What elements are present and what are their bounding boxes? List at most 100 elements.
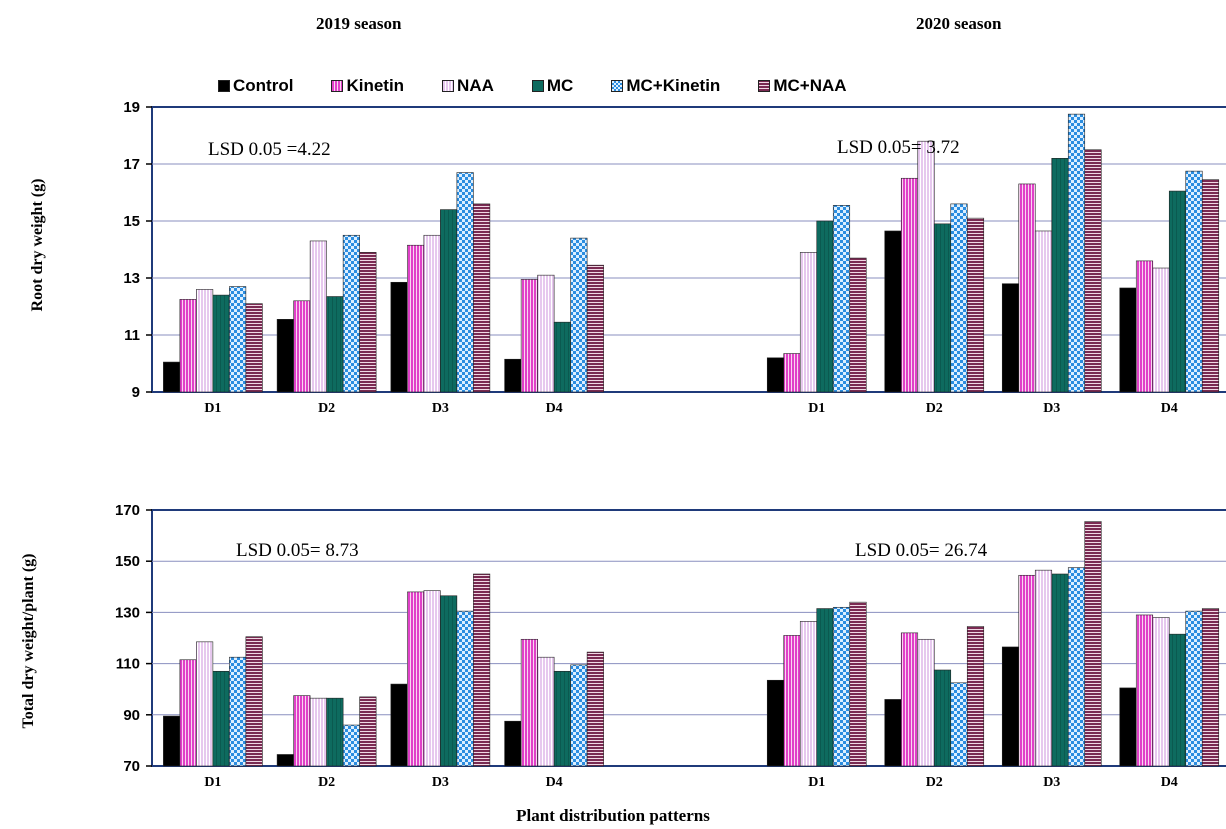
season-title-2020: 2020 season xyxy=(916,14,1002,33)
bar-naa xyxy=(309,240,327,393)
bar-control xyxy=(276,754,294,767)
bar-mc-kinetin xyxy=(1185,610,1203,767)
y-tick-label: 15 xyxy=(123,213,140,230)
legend-item-naa: NAA xyxy=(442,76,494,96)
y-tick-label: 150 xyxy=(115,553,140,570)
bar-naa xyxy=(423,234,441,393)
bar-naa xyxy=(309,697,327,767)
bar-kinetin xyxy=(1135,260,1154,393)
bar-kinetin xyxy=(900,177,919,393)
bar-mc-naa xyxy=(1201,179,1220,393)
bar-kinetin xyxy=(293,695,311,767)
bar-mc-kinetin xyxy=(950,682,968,767)
bar-mc-naa xyxy=(473,573,491,767)
legend-label: NAA xyxy=(457,76,494,95)
bar-kinetin xyxy=(407,244,425,393)
bar-control xyxy=(1119,687,1137,767)
legend-swatch-mc-naa xyxy=(758,80,771,92)
bar-naa xyxy=(917,140,935,393)
bar-naa xyxy=(799,252,818,393)
legend-swatch-control xyxy=(218,80,230,92)
bar-mc-naa xyxy=(966,626,985,767)
bar-control xyxy=(884,699,902,767)
bar-mc-naa xyxy=(359,252,377,393)
bar-mc-naa xyxy=(966,217,985,393)
x-tick-label: D3 xyxy=(1043,401,1060,416)
chart-canvas: 9 11 13 15 17 19 D1 D2 D3 D4 LSD 0.05 =4.22 D1 D2 D3 D… xyxy=(115,99,1226,790)
bar-mc-kinetin xyxy=(570,237,588,393)
y-tick-label: 170 xyxy=(115,502,140,519)
bar-mc-naa xyxy=(359,696,377,767)
bar-mc-kinetin xyxy=(832,606,851,767)
bar-mc-naa xyxy=(245,303,263,393)
legend-item-control: Control xyxy=(218,76,293,96)
bar-mc-kinetin xyxy=(1067,567,1086,767)
x-tick-label: D2 xyxy=(318,401,335,416)
bar-naa xyxy=(1152,617,1170,767)
x-tick-label: D3 xyxy=(432,775,449,790)
y-tick-label: 110 xyxy=(116,656,140,673)
bar-control xyxy=(390,281,408,393)
bar-mc xyxy=(1168,633,1187,767)
bar-mc xyxy=(1168,190,1187,393)
bar-naa xyxy=(423,590,441,767)
bar-control xyxy=(276,319,294,393)
x-tick-label: D4 xyxy=(546,401,563,416)
legend-label: Kinetin xyxy=(346,76,405,95)
bar-naa xyxy=(537,274,555,393)
lsd-annotation: LSD 0.05= 8.73 xyxy=(236,540,359,561)
bar-mc-kinetin xyxy=(342,724,360,767)
bar-mc xyxy=(212,670,230,767)
bar-mc-naa xyxy=(849,257,867,393)
bar-mc-naa xyxy=(473,203,491,393)
x-tick-label: D2 xyxy=(926,775,943,790)
x-tick-label: D4 xyxy=(1161,401,1178,416)
legend-label: MC+Kinetin xyxy=(626,76,721,95)
bar-kinetin xyxy=(1018,574,1036,767)
y-tick-label: 17 xyxy=(123,156,140,173)
bar-mc-naa xyxy=(1084,521,1102,767)
bar-mc xyxy=(816,608,834,767)
bar-control xyxy=(504,720,522,767)
x-tick-label: D1 xyxy=(204,401,221,416)
bar-mc-naa xyxy=(1084,149,1102,393)
bar-kinetin xyxy=(783,353,801,393)
plot-frame xyxy=(151,509,1226,767)
x-tick-label: D2 xyxy=(926,401,943,416)
legend-label: Control xyxy=(233,76,294,95)
bar-kinetin xyxy=(520,638,538,767)
bar-mc-kinetin xyxy=(456,610,474,767)
bar-mc xyxy=(212,294,230,393)
bar-control xyxy=(1001,646,1020,767)
legend: Control Kinetin NAA MC MC+Kinetin MC+NAA xyxy=(218,76,885,96)
bar-mc-naa xyxy=(1201,608,1220,767)
bar-naa xyxy=(917,638,935,767)
bar-mc xyxy=(326,296,344,393)
bar-naa xyxy=(799,621,818,767)
y-tick-label: 130 xyxy=(115,604,140,621)
bar-naa xyxy=(1034,569,1053,767)
bar-mc xyxy=(933,223,952,393)
plot-frame xyxy=(151,106,1226,393)
x-axis-title: Plant distribution patterns xyxy=(516,806,710,825)
bar-kinetin xyxy=(520,279,538,393)
x-tick-label: D3 xyxy=(1043,775,1060,790)
x-tick-label: D4 xyxy=(546,775,563,790)
bar-kinetin xyxy=(1135,614,1154,767)
bar-mc-kinetin xyxy=(570,664,588,767)
bar-mc xyxy=(326,697,344,767)
x-tick-label: D3 xyxy=(432,401,449,416)
legend-swatch-mc-kinetin xyxy=(611,80,624,92)
bar-kinetin xyxy=(293,300,311,393)
bar-kinetin xyxy=(783,635,801,767)
x-tick-label: D1 xyxy=(204,775,221,790)
chart-layer: 9 11 13 15 17 19 D1 D2 D3 D4 LSD 0.05 =4.22 D1 D2 D3 D… xyxy=(115,99,1226,790)
bar-control xyxy=(1119,287,1137,393)
legend-label: MC xyxy=(546,76,574,95)
legend-item-mc-naa: MC+NAA xyxy=(758,76,847,96)
bar-kinetin xyxy=(900,632,919,767)
bar-mc xyxy=(440,209,458,393)
bar-control xyxy=(163,715,181,767)
x-tick-label: D4 xyxy=(1161,775,1178,790)
y-tick-label: 9 xyxy=(132,384,140,401)
